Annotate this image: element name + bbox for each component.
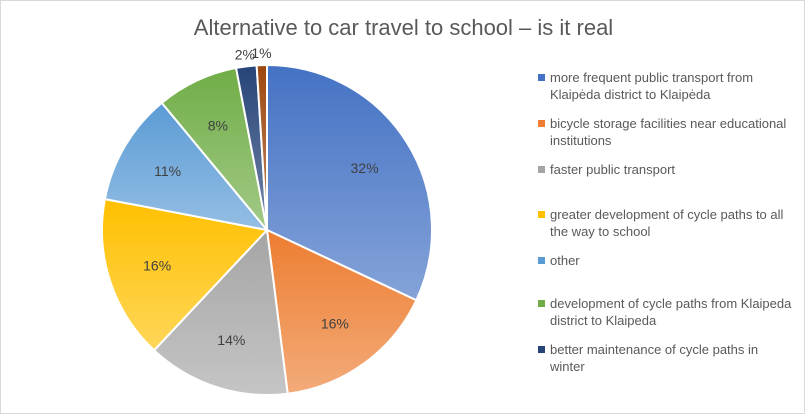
data-label-faster-public-transport: 14% <box>217 332 245 348</box>
legend-label: more frequent public transport from Klai… <box>550 70 754 102</box>
data-label-greater-development-of-cycle: 16% <box>143 258 171 274</box>
pie-slice-other <box>103 101 270 232</box>
legend-label: other <box>550 253 580 268</box>
legend-item-more-frequent-public-transport: more frequent public transport from Klai… <box>538 69 793 103</box>
data-label-development-of-cycle-paths: 8% <box>208 117 228 133</box>
legend-swatch <box>538 211 545 218</box>
chart-legend: more frequent public transport from Klai… <box>538 69 793 387</box>
pie-slice-faster-public-transport <box>152 227 289 396</box>
data-label-unlabeled: 1% <box>251 45 271 61</box>
pie-slice-more-frequent-public-transport <box>266 63 433 302</box>
legend-label: greater development of cycle paths to al… <box>550 207 784 239</box>
legend-item-faster-public-transport: faster public transport <box>538 161 793 178</box>
legend-swatch <box>538 346 545 353</box>
pie-slice-greater-development-of-cycle <box>101 197 269 352</box>
legend-item-greater-development-of-cycle: greater development of cycle paths to al… <box>538 206 793 240</box>
legend-label: faster public transport <box>550 162 676 177</box>
legend-item-development-of-cycle-paths: development of cycle paths from Klaipeda… <box>538 295 793 329</box>
pie-slice-bicycle-storage-facilities-near <box>265 228 418 395</box>
legend-label: development of cycle paths from Klaipeda… <box>550 296 792 328</box>
legend-label: bicycle storage facilities near educatio… <box>550 116 787 148</box>
legend-swatch <box>538 74 545 81</box>
data-label-bicycle-storage-facilities-near: 16% <box>321 315 349 331</box>
chart-title: Alternative to car travel to school – is… <box>193 15 614 40</box>
legend-item-other: other <box>538 252 793 269</box>
legend-item-bicycle-storage-facilities-near: bicycle storage facilities near educatio… <box>538 115 793 149</box>
legend-swatch <box>538 300 545 307</box>
data-label-better-maintenance-of-cycle: 2% <box>235 46 255 62</box>
data-label-more-frequent-public-transport: 32% <box>351 160 379 176</box>
legend-swatch <box>538 257 545 264</box>
legend-item-better-maintenance-of-cycle: better maintenance of cycle paths in win… <box>538 341 793 375</box>
legend-label: better maintenance of cycle paths in win… <box>550 342 759 374</box>
legend-swatch <box>538 120 545 127</box>
pie-slice-unlabeled <box>255 63 268 231</box>
legend-swatch <box>538 166 545 173</box>
data-label-other: 11% <box>154 163 181 179</box>
